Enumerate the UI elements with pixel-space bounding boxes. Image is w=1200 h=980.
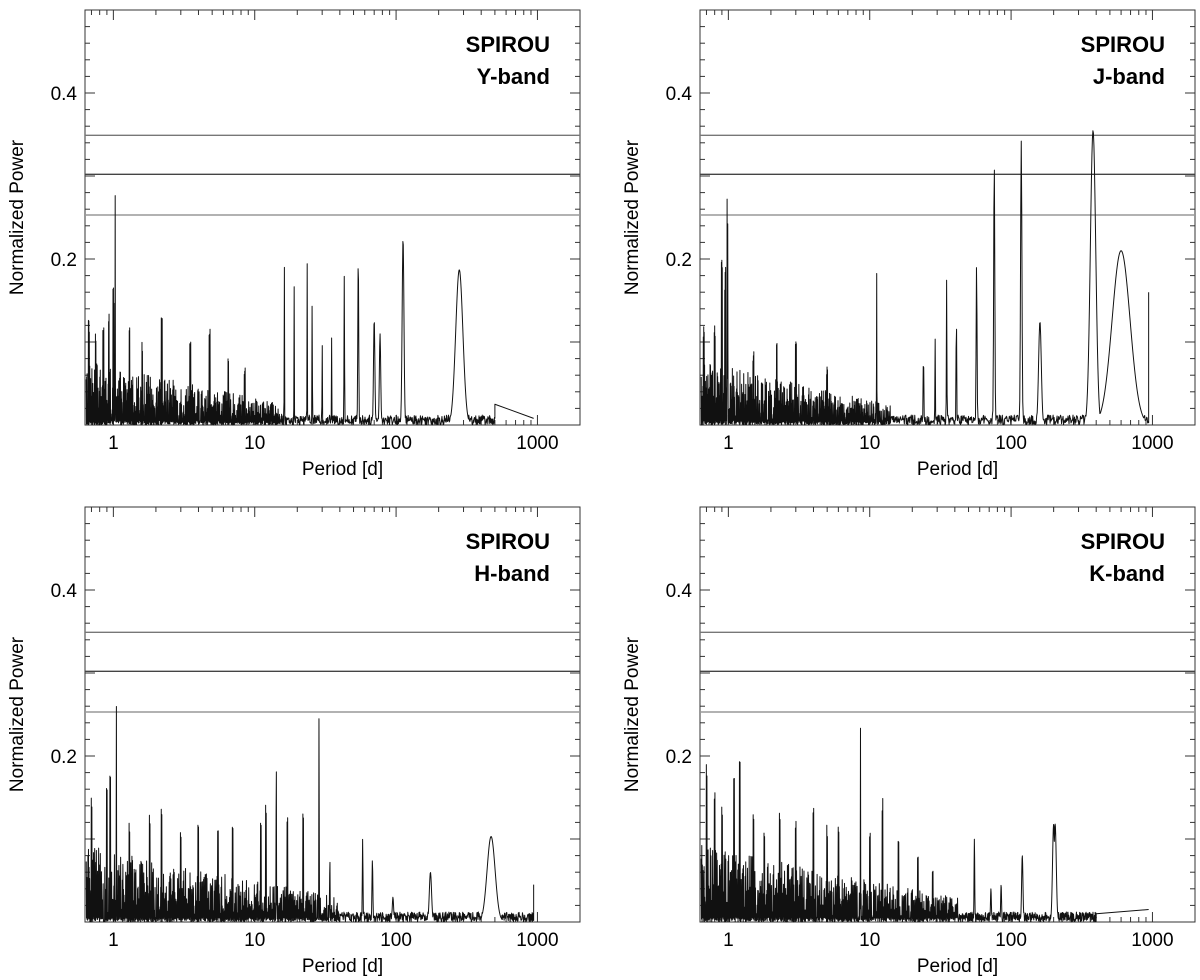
x-tick-label: 1000 <box>1131 433 1173 454</box>
x-tick-label: 1000 <box>1131 930 1173 951</box>
plot-frame <box>699 9 1196 426</box>
panel-band-label: J-band <box>1093 64 1165 89</box>
power-series-line <box>85 195 534 426</box>
x-axis-label: Period [d] <box>302 956 383 977</box>
y-axis-label: Normalized Power <box>622 139 643 295</box>
panel-instrument-label: SPIROU <box>1081 529 1165 554</box>
panel-h: 1 10 100 1000 0.2 0.4 Period [d] Normalized Pow… <box>7 506 581 977</box>
y-tick-label: 0.2 <box>666 250 692 271</box>
x-tick-label: 1000 <box>516 433 558 454</box>
plot-frame <box>84 506 581 923</box>
x-axis-label: Period [d] <box>917 956 998 977</box>
y-tick-label: 0.4 <box>666 84 693 105</box>
y-axis-label: Normalized Power <box>622 636 643 792</box>
y-tick-label: 0.2 <box>51 747 77 768</box>
x-axis-label: Period [d] <box>302 459 383 480</box>
x-tick-label: 1 <box>723 433 734 454</box>
y-axis-label: Normalized Power <box>7 139 28 295</box>
x-tick-label: 10 <box>244 930 265 951</box>
power-series-line <box>700 130 1150 426</box>
plot-frame <box>84 9 581 426</box>
panel-j: 1 10 100 1000 0.2 0.4 Period [d] Normalized Pow… <box>622 9 1196 480</box>
y-tick-label: 0.2 <box>51 250 77 271</box>
x-tick-label: 100 <box>380 930 412 951</box>
x-tick-label: 1 <box>108 433 119 454</box>
x-tick-label: 1000 <box>516 930 558 951</box>
power-series-line <box>700 727 1149 923</box>
x-tick-label: 1 <box>108 930 119 951</box>
panel-k: 1 10 100 1000 0.2 0.4 Period [d] Normalized Pow… <box>622 506 1196 977</box>
y-tick-label: 0.4 <box>666 581 693 602</box>
x-tick-label: 1 <box>723 930 734 951</box>
y-tick-label: 0.4 <box>51 581 78 602</box>
x-tick-label: 100 <box>380 433 412 454</box>
y-tick-label: 0.4 <box>51 84 78 105</box>
x-tick-label: 10 <box>244 433 265 454</box>
power-series-line <box>85 706 535 923</box>
x-tick-label: 100 <box>995 930 1027 951</box>
y-tick-label: 0.2 <box>666 747 692 768</box>
y-axis-label: Normalized Power <box>7 636 28 792</box>
x-tick-label: 10 <box>859 433 880 454</box>
panel-instrument-label: SPIROU <box>466 529 550 554</box>
panel-y: 1 10 100 1000 0.2 0.4 Period [d] Normalized Pow… <box>7 9 581 480</box>
x-axis-label: Period [d] <box>917 459 998 480</box>
panel-instrument-label: SPIROU <box>466 32 550 57</box>
panel-band-label: K-band <box>1089 561 1165 586</box>
plot-frame <box>699 506 1196 923</box>
x-tick-label: 10 <box>859 930 880 951</box>
x-tick-label: 100 <box>995 433 1027 454</box>
panel-band-label: Y-band <box>477 64 550 89</box>
panel-band-label: H-band <box>474 561 550 586</box>
panel-instrument-label: SPIROU <box>1081 32 1165 57</box>
